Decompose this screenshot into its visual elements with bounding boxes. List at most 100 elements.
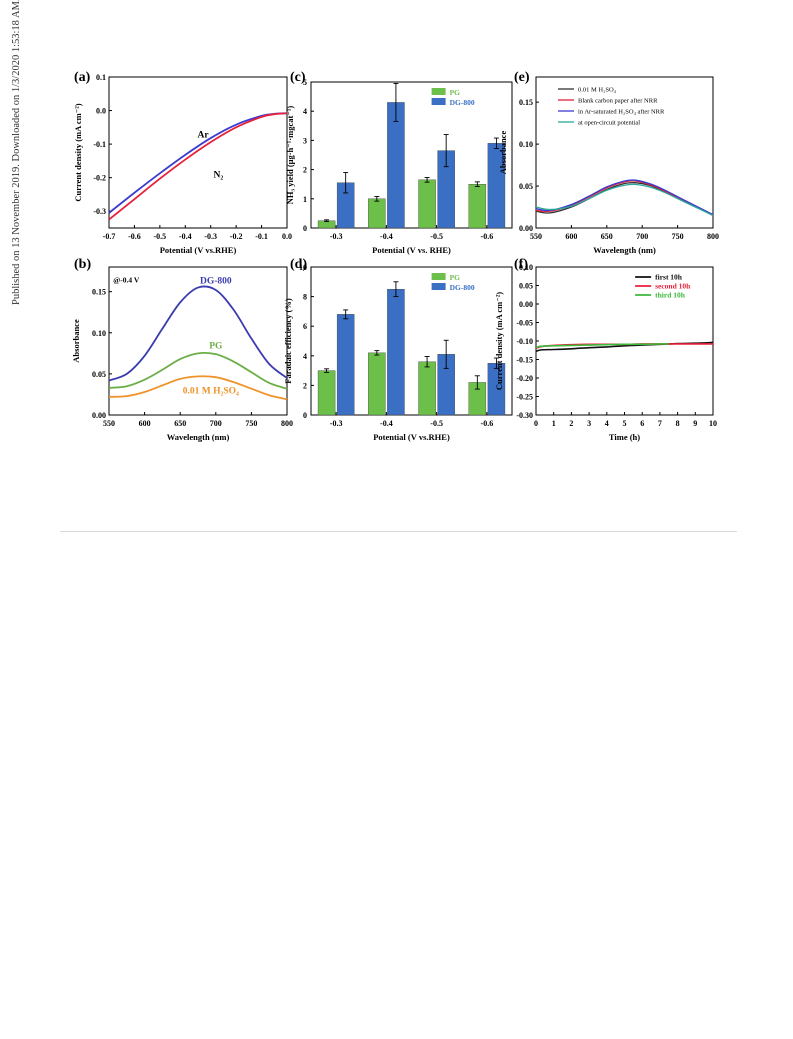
x-tick-label-a: -0.7 <box>103 232 116 241</box>
plot-frame-d <box>310 266 513 416</box>
figure: -0.7 -0.6 -0.5 -0.4 -0.3 -0.2 -0.1 0.0 -0.3 -0.2 -… <box>71 70 719 442</box>
bar-c-0-2 <box>418 179 436 229</box>
x-tick-label-b: 650 <box>174 419 186 428</box>
x-axis-label-e: Wavelength (nm) <box>593 245 656 255</box>
bar-d-0-1 <box>368 352 386 416</box>
x-tick-label-f: 1 <box>552 419 556 428</box>
y-tick-label-a: 0.1 <box>96 73 106 82</box>
x-tick-label-a: -0.4 <box>179 232 192 241</box>
y-tick-label-c: 2 <box>303 166 307 175</box>
y-tick-label-f: -0.15 <box>516 356 533 365</box>
y-tick-label-f: 0.05 <box>519 282 533 291</box>
y-tick-label-f: -0.05 <box>516 319 533 328</box>
y-tick-label-f: -0.10 <box>516 337 533 346</box>
y-tick-label-e: 0.10 <box>519 140 533 149</box>
y-tick-label-d: 8 <box>303 293 307 302</box>
y-tick-label-a: -0.3 <box>93 207 106 216</box>
annotation-a-0: Ar <box>198 130 210 140</box>
legend-label-e-0: 0.01 M H₂SO₄ <box>578 87 617 94</box>
y-tick-label-d: 6 <box>303 322 307 331</box>
page-divider <box>60 531 737 532</box>
legend-label-f-1: second 10h <box>655 282 691 291</box>
bar-d-1-0 <box>336 314 355 416</box>
legend-swatch-d-1 <box>431 283 446 290</box>
panel-label-e: (e) <box>514 70 530 85</box>
x-tick-label-a: -0.6 <box>128 232 141 241</box>
x-tick-label-b: 750 <box>245 419 257 428</box>
x-axis-label-f: Time (h) <box>609 432 640 442</box>
x-tick-label-f: 9 <box>693 419 697 428</box>
y-tick-label-b: 0.00 <box>92 411 106 420</box>
annotation-a-1: N₂ <box>213 171 223 181</box>
legend-swatch-c-0 <box>431 88 446 95</box>
y-tick-label-f: -0.20 <box>516 374 533 383</box>
y-tick-label-d: 0 <box>303 411 307 420</box>
plot-frame-e <box>535 76 714 229</box>
y-axis-label-b: Absorbance <box>71 319 81 363</box>
series-line-b-2 <box>108 375 288 401</box>
x-tick-label-b: 550 <box>103 419 115 428</box>
y-tick-label-e: 0.00 <box>519 224 533 233</box>
y-tick-label-b: 0.05 <box>92 370 106 379</box>
legend-label-d-0: PG <box>450 273 461 282</box>
x-tick-label-c: -0.5 <box>430 232 443 241</box>
x-tick-label-f: 7 <box>658 419 662 428</box>
x-tick-label-f: 8 <box>676 419 680 428</box>
y-tick-label-f: -0.30 <box>516 411 533 420</box>
x-tick-label-c: -0.6 <box>481 232 494 241</box>
x-tick-label-e: 700 <box>636 232 648 241</box>
series-line-b-0 <box>108 285 288 382</box>
panel-label-f: (f) <box>514 257 528 272</box>
series-line-a-1 <box>108 112 288 221</box>
y-tick-label-f: 0.00 <box>519 300 533 309</box>
bar-d-0-2 <box>418 361 436 416</box>
x-tick-label-a: -0.5 <box>154 232 167 241</box>
x-axis-label-c: Potential (V vs. RHE) <box>372 245 451 255</box>
legend-label-f-0: first 10h <box>655 273 683 282</box>
legend-label-f-2: third 10h <box>655 291 686 300</box>
plot-frame-a <box>108 76 288 229</box>
y-tick-label-e: 0.15 <box>519 98 533 107</box>
x-axis-label-a: Potential (V vs.RHE) <box>160 245 237 255</box>
x-tick-label-a: 0.0 <box>282 232 292 241</box>
x-tick-label-d: -0.4 <box>380 419 393 428</box>
x-tick-label-a: -0.1 <box>255 232 268 241</box>
series-line-e-0 <box>535 181 714 216</box>
x-axis-label-b: Wavelength (nm) <box>167 432 230 442</box>
x-tick-label-e: 800 <box>707 232 719 241</box>
annotation-b-0: @-0.4 V <box>113 275 140 284</box>
x-tick-label-a: -0.2 <box>230 232 243 241</box>
x-tick-label-f: 6 <box>640 419 644 428</box>
panel-label-c: (c) <box>290 70 306 85</box>
x-tick-label-c: -0.4 <box>380 232 393 241</box>
legend-label-c-0: PG <box>450 88 461 97</box>
x-tick-label-e: 550 <box>530 232 542 241</box>
y-tick-label-a: -0.1 <box>93 140 106 149</box>
x-tick-label-f: 2 <box>569 419 573 428</box>
bar-d-1-1 <box>387 289 405 416</box>
panel-label-a: (a) <box>74 70 91 85</box>
y-tick-label-c: 4 <box>303 107 307 116</box>
x-tick-label-f: 0 <box>534 419 538 428</box>
x-tick-label-f: 10 <box>709 419 717 428</box>
x-tick-label-f: 3 <box>587 419 591 428</box>
x-tick-label-c: -0.3 <box>330 232 343 241</box>
legend-label-e-1: Blank carbon paper after NRR <box>578 98 658 105</box>
plot-frame-b <box>108 266 288 416</box>
series-line-e-2 <box>535 179 714 216</box>
panel-label-d: (d) <box>290 257 307 272</box>
x-tick-label-d: -0.6 <box>481 419 494 428</box>
bar-d-0-0 <box>317 370 336 416</box>
y-tick-label-c: 0 <box>303 224 307 233</box>
legend-label-d-1: DG-800 <box>450 283 475 292</box>
y-tick-label-c: 1 <box>303 195 307 204</box>
y-axis-label-d: Faradaic efficiency (%) <box>283 298 293 384</box>
y-tick-label-f: -0.25 <box>516 393 533 402</box>
legend-label-e-2: in Ar-saturated H₂SO₄ after NRR <box>578 109 665 116</box>
y-tick-label-d: 2 <box>303 381 307 390</box>
y-axis-label-e: Absorbance <box>498 131 508 175</box>
x-tick-label-a: -0.3 <box>204 232 217 241</box>
y-tick-label-e: 0.05 <box>519 182 533 191</box>
y-axis-label-c: NH₃ yield (μg·h⁻¹·mgcat⁻¹) <box>285 106 295 205</box>
x-tick-label-e: 600 <box>565 232 577 241</box>
